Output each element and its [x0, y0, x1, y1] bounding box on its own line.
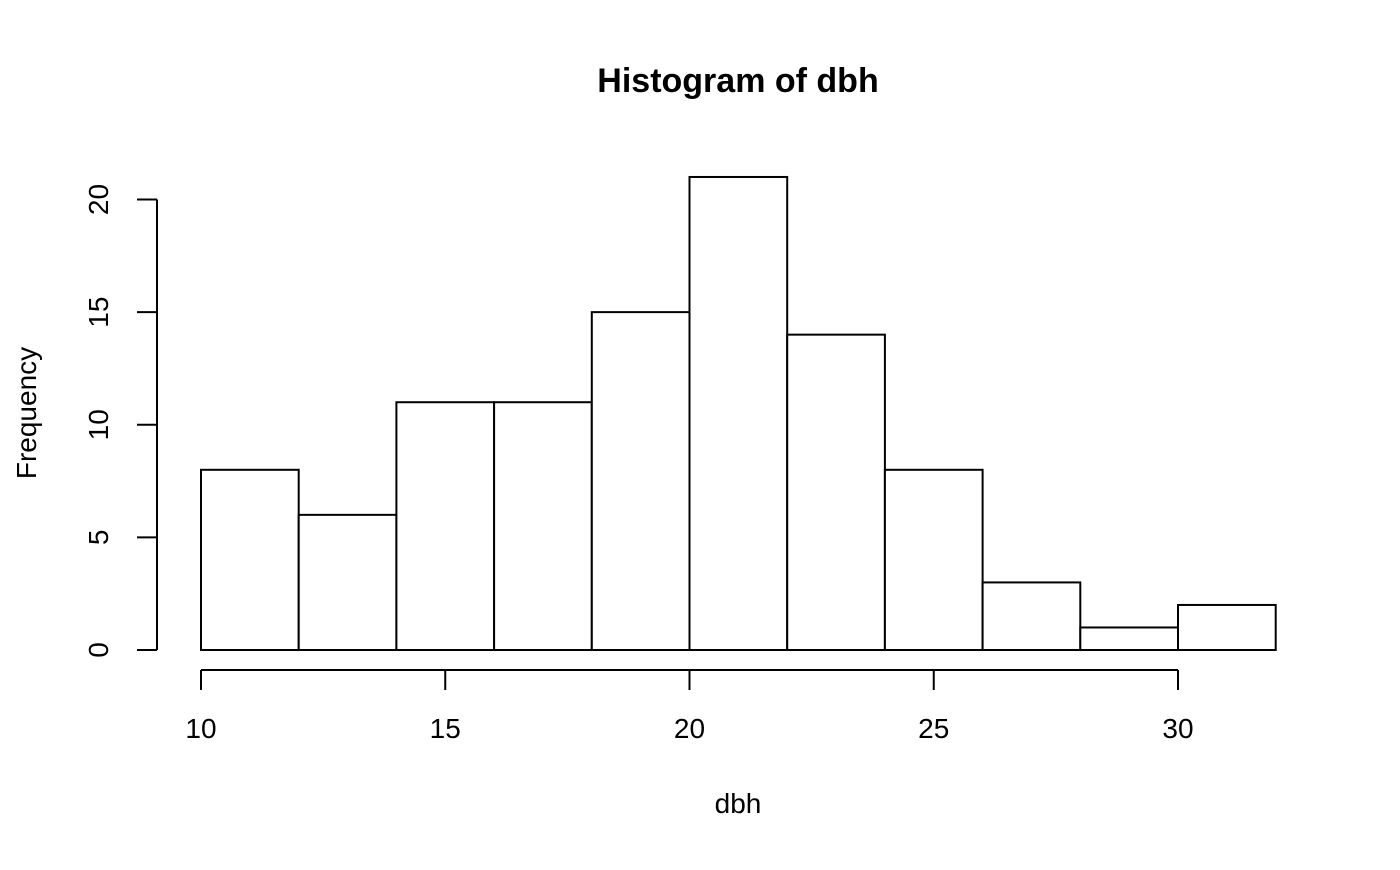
y-tick-label: 10 [83, 409, 114, 440]
histogram-bar [395, 401, 496, 651]
chart-title: Histogram of dbh [597, 62, 878, 100]
histogram-bar [297, 513, 398, 651]
histogram-bar [786, 333, 886, 651]
histogram-bar [981, 581, 1082, 651]
y-axis: 0 5 10 15 20 [83, 184, 158, 658]
histogram-bars [200, 175, 1277, 652]
x-axis: 10 15 20 25 30 [185, 669, 1194, 744]
x-tick-label: 10 [185, 713, 216, 744]
histogram-bar [1079, 626, 1180, 651]
histogram-bar [590, 311, 691, 651]
x-axis-label: dbh [715, 788, 762, 819]
x-tick-label: 25 [918, 713, 949, 744]
y-tick-label: 20 [83, 184, 114, 215]
y-tick-label: 0 [83, 642, 114, 658]
x-tick-label: 30 [1162, 713, 1193, 744]
y-tick-label: 5 [83, 530, 114, 546]
histogram-bar [688, 175, 789, 651]
y-tick-label: 15 [83, 297, 114, 328]
histogram-bar [200, 468, 300, 651]
histogram-bar [493, 401, 593, 651]
x-tick-label: 20 [674, 713, 705, 744]
x-tick-label: 15 [430, 713, 461, 744]
histogram-bar [883, 468, 984, 651]
y-axis-label: Frequency [11, 347, 42, 479]
histogram-bar [1177, 603, 1277, 652]
